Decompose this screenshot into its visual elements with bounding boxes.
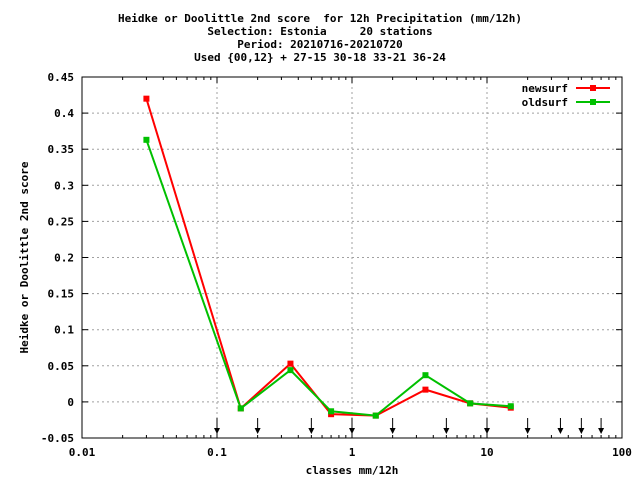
y-tick-label: 0.2 (54, 252, 74, 265)
x-tick-label: 0.01 (69, 446, 96, 459)
y-tick-label: 0.1 (54, 324, 74, 337)
chart-title-line-2: Selection: Estonia 20 stations (207, 25, 433, 38)
class-limit-arrowhead (308, 428, 315, 434)
x-tick-label: 10 (480, 446, 493, 459)
legend-label-newsurf: newsurf (522, 82, 568, 95)
class-limit-arrowhead (524, 428, 531, 434)
data-point-newsurf (143, 95, 150, 102)
data-point-oldsurf (467, 400, 474, 407)
data-point-oldsurf (372, 412, 379, 419)
x-axis: 0.01 0.1 1 10 100 (69, 77, 632, 459)
y-tick-label: 0.3 (54, 179, 74, 192)
x-tick-label: 1 (349, 446, 356, 459)
data-point-oldsurf (507, 403, 514, 410)
x-tick-label: 100 (612, 446, 632, 459)
class-limit-arrowhead (214, 428, 220, 434)
y-tick-label: 0.05 (48, 360, 75, 373)
chart-title-line-4: Used {00,12} + 27-15 30-18 33-21 36-24 (194, 51, 446, 64)
legend-marker-newsurf (590, 85, 596, 91)
y-tick-label: 0.4 (54, 107, 74, 120)
y-tick-label: -0.05 (41, 432, 74, 445)
data-point-newsurf (422, 386, 429, 393)
class-limit-arrows (214, 418, 605, 434)
y-tick-label: 0.35 (48, 143, 75, 156)
y-tick-label: 0.15 (48, 288, 75, 301)
class-limit-arrowhead (443, 428, 450, 434)
series-group (143, 95, 514, 419)
y-axis-label: Heidke or Doolittle 2nd score (18, 161, 31, 353)
grid-lines (82, 77, 622, 438)
y-axis: -0.05 0 0.05 0.1 0.15 0.2 0.25 0.3 0.35 0.4 0.45 (41, 71, 622, 445)
legend-marker-oldsurf (590, 99, 596, 105)
y-tick-label: 0.25 (48, 215, 75, 228)
class-limit-arrowhead (349, 428, 355, 434)
class-limit-arrowhead (254, 428, 261, 434)
y-tick-label: 0 (67, 396, 74, 409)
y-tick-label: 0.45 (48, 71, 75, 84)
chart-title-line-3: Period: 20210716-20210720 (237, 38, 403, 51)
class-limit-arrowhead (484, 428, 490, 434)
x-tick-label: 0.1 (207, 446, 227, 459)
legend-label-oldsurf: oldsurf (522, 96, 568, 109)
data-point-oldsurf (287, 367, 294, 374)
data-point-oldsurf (328, 408, 335, 415)
data-point-newsurf (287, 360, 294, 367)
x-axis-label: classes mm/12h (306, 464, 399, 477)
data-point-oldsurf (422, 372, 429, 379)
chart-title-line-1: Heidke or Doolittle 2nd score for 12h Pr… (118, 12, 522, 25)
class-limit-arrowhead (578, 428, 585, 434)
class-limit-arrowhead (389, 428, 396, 434)
series-line-oldsurf (145, 139, 511, 417)
class-limit-arrowhead (598, 428, 605, 434)
data-point-oldsurf (143, 136, 150, 143)
data-point-oldsurf (237, 405, 244, 412)
class-limit-arrowhead (557, 428, 564, 434)
